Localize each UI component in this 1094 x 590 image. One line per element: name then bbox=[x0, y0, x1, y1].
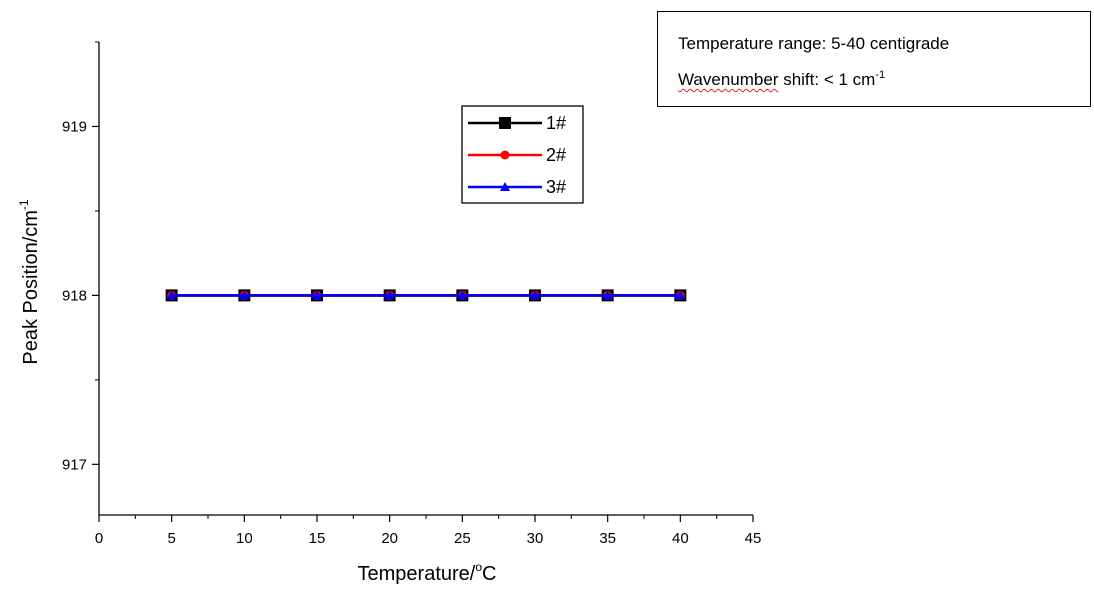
annotation-superscript: -1 bbox=[875, 69, 885, 81]
spellcheck-word: Wavenumber bbox=[678, 70, 778, 89]
x-tick-label: 45 bbox=[745, 530, 762, 547]
x-axis-title: Temperature/oC bbox=[358, 560, 497, 585]
legend: 1# 2# 3# bbox=[462, 106, 583, 203]
x-tick-label: 5 bbox=[167, 530, 175, 547]
legend-label: 3# bbox=[546, 177, 566, 197]
legend-label: 2# bbox=[546, 145, 566, 165]
annotation-temperature-range: Temperature range: 5-40 centigrade bbox=[678, 34, 949, 54]
x-tick-label: 15 bbox=[309, 530, 326, 547]
annotation-wavenumber-shift: Wavenumber shift: < 1 cm-1 bbox=[678, 70, 885, 90]
y-axis-title: Peak Position/cm-1 bbox=[17, 199, 42, 365]
legend-marker bbox=[501, 151, 510, 160]
annotation-box: Temperature range: 5-40 centigrade Waven… bbox=[657, 11, 1091, 107]
legend-marker bbox=[499, 117, 511, 129]
y-tick-label: 919 bbox=[62, 118, 87, 135]
x-tick-label: 25 bbox=[454, 530, 471, 547]
x-tick-label: 30 bbox=[527, 530, 544, 547]
x-tick-label: 40 bbox=[672, 530, 689, 547]
y-tick-label: 918 bbox=[62, 287, 87, 304]
y-tick-label: 917 bbox=[62, 456, 87, 473]
x-tick-label: 35 bbox=[599, 530, 616, 547]
x-tick-label: 20 bbox=[381, 530, 398, 547]
series-layer bbox=[166, 289, 687, 301]
series-3 bbox=[167, 290, 686, 299]
x-tick-label: 10 bbox=[236, 530, 253, 547]
x-tick-label: 0 bbox=[95, 530, 103, 547]
annotation-shift-text: shift: < 1 cm bbox=[778, 70, 875, 89]
legend-label: 1# bbox=[546, 113, 566, 133]
